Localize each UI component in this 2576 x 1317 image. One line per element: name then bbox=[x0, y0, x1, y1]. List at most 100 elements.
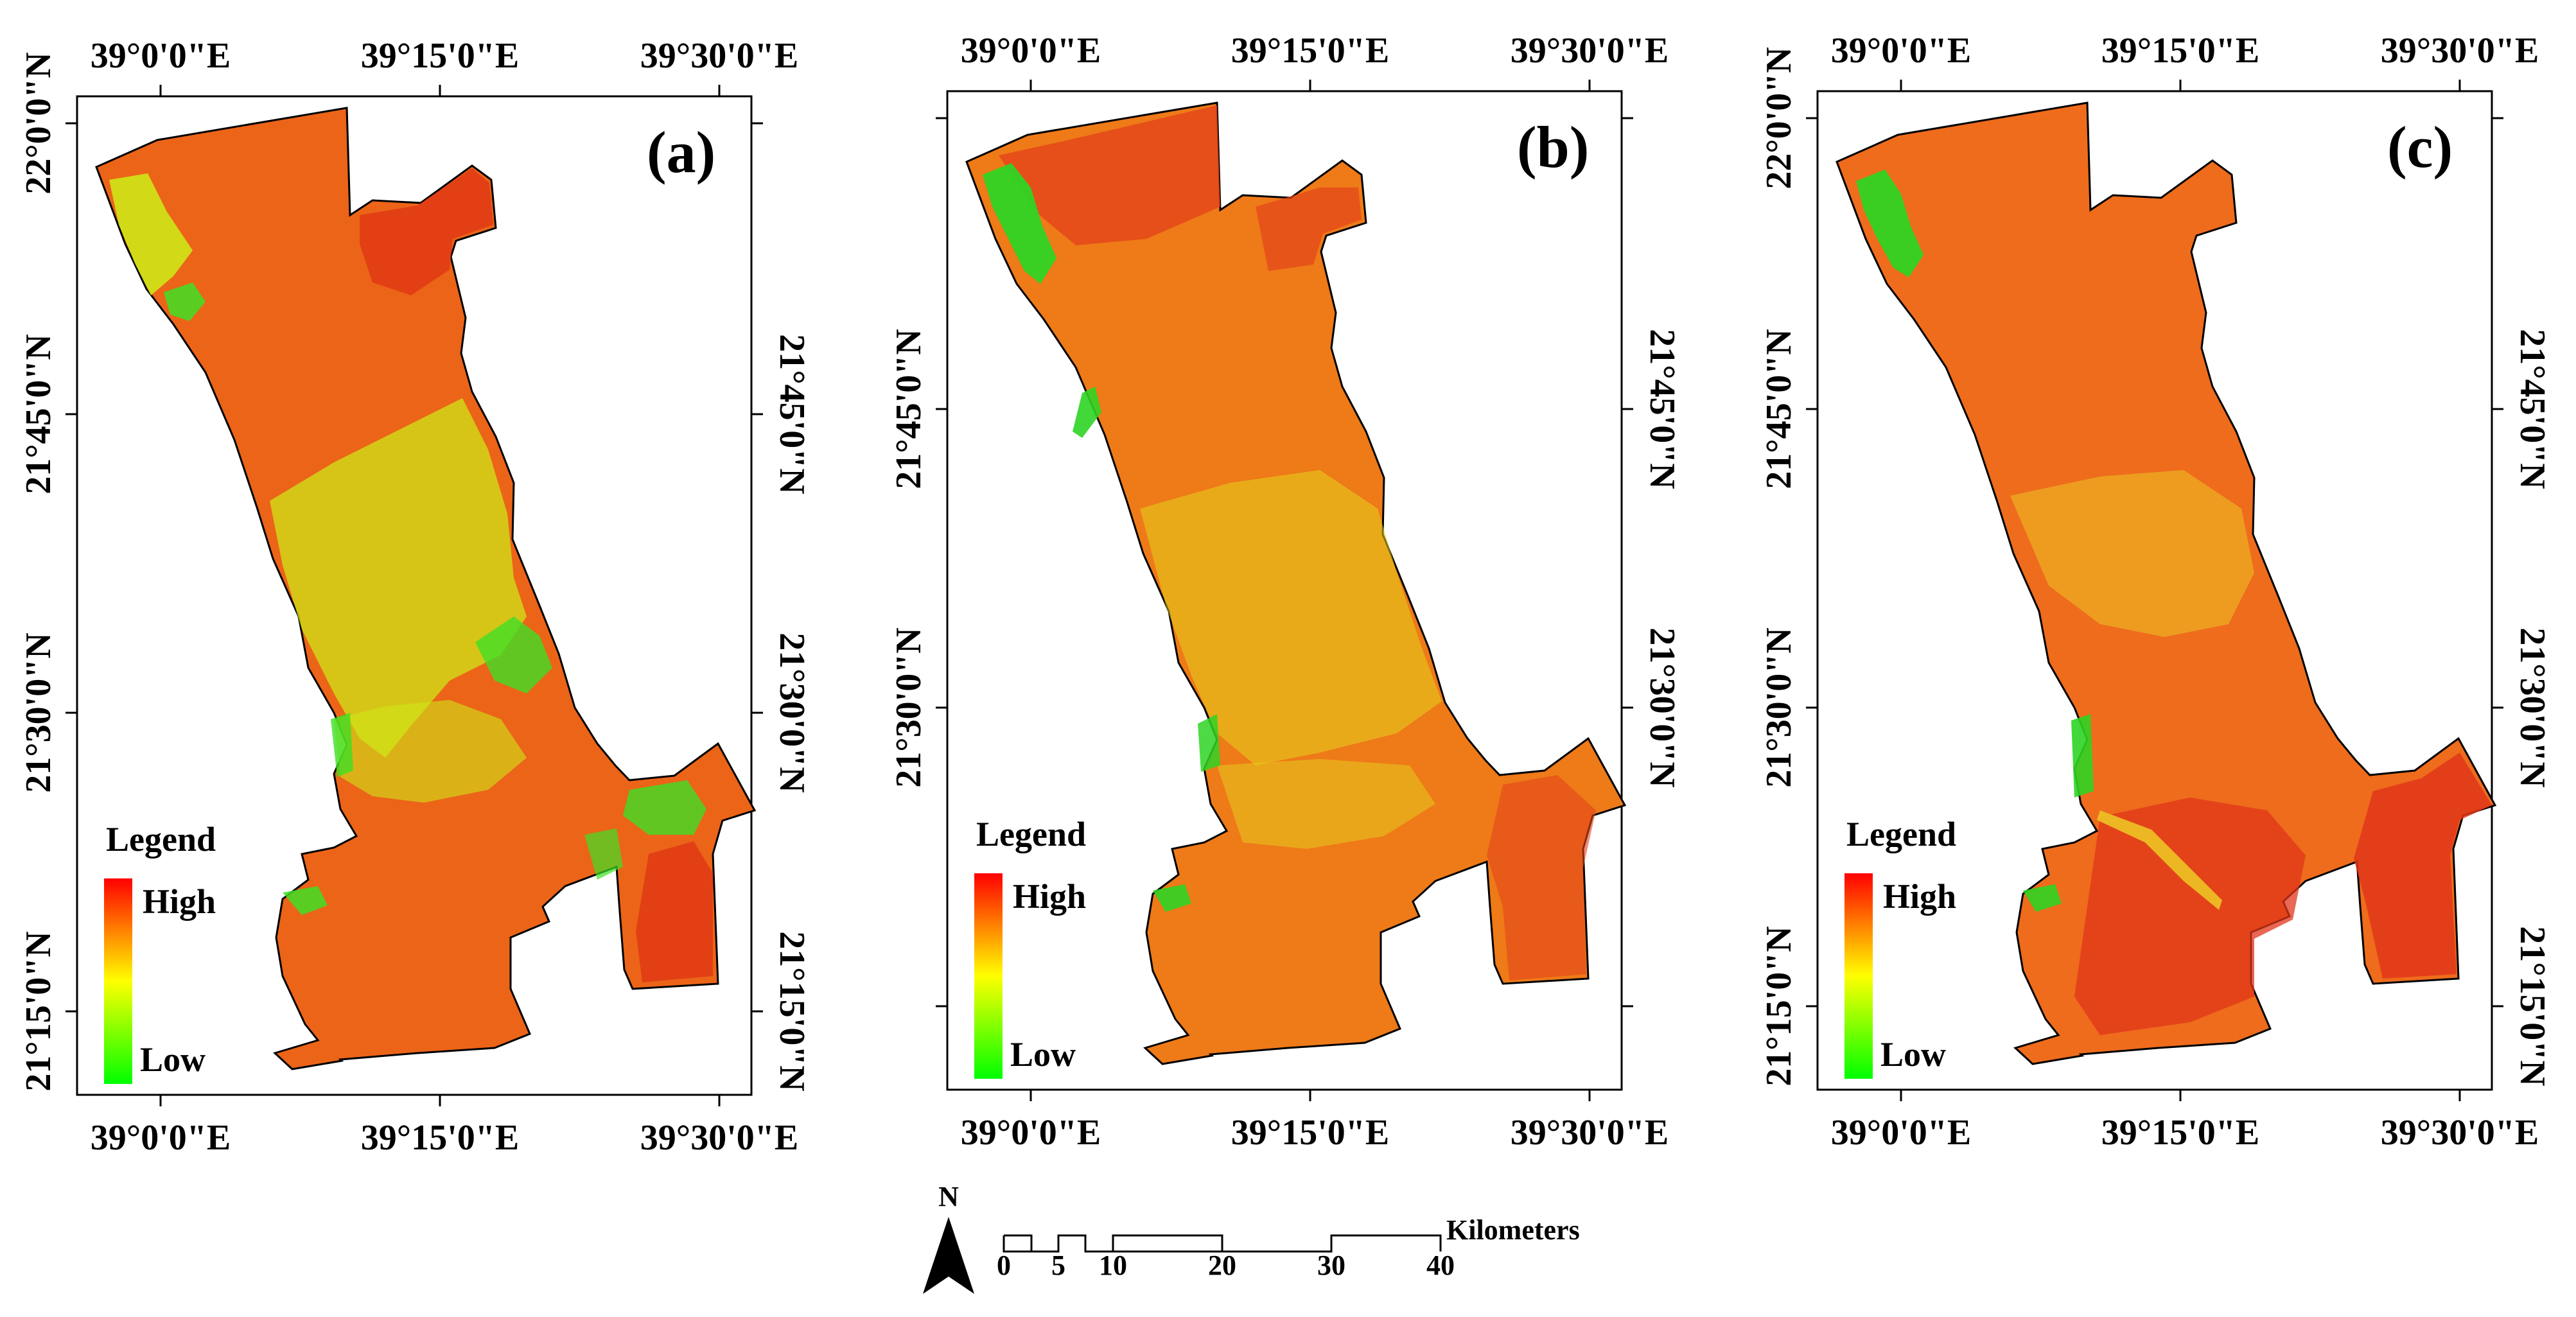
lon-tick-top: 39°0'0"E bbox=[1831, 31, 1971, 71]
legend: Legend High Low bbox=[974, 815, 1086, 1079]
vegetation-patch bbox=[1198, 714, 1220, 772]
legend-high-label: High bbox=[143, 882, 216, 921]
lat-tick-left: 21°45'0"N bbox=[889, 329, 929, 489]
axis-labels: 39°0'0"E 39°15'0"E 39°30'0"E 39°0'0"E 39… bbox=[889, 31, 1682, 1153]
lon-tick-bottom: 39°15'0"E bbox=[361, 1118, 519, 1158]
legend-low-label: Low bbox=[1880, 1035, 1946, 1074]
lon-tick-top: 39°15'0"E bbox=[1231, 31, 1389, 71]
lat-tick-left: 21°30'0"N bbox=[19, 632, 58, 792]
legend: Legend High Low bbox=[104, 820, 216, 1084]
vegetation-patch bbox=[334, 700, 527, 803]
hot-zone bbox=[636, 841, 713, 982]
lon-tick-bottom: 39°0'0"E bbox=[961, 1113, 1101, 1153]
map-panel-c: (c) Legend High Low 39°0'0"E 39°15'0"E 3… bbox=[1759, 31, 2552, 1153]
lon-tick-top: 39°30'0"E bbox=[2381, 31, 2539, 71]
lon-tick-bottom: 39°30'0"E bbox=[2381, 1113, 2539, 1153]
vegetation-patch bbox=[109, 173, 193, 295]
north-arrow-label: N bbox=[938, 1181, 959, 1212]
legend-title: Legend bbox=[1846, 815, 1956, 853]
scale-tick-label: 30 bbox=[1317, 1250, 1345, 1281]
lon-tick-bottom: 39°0'0"E bbox=[91, 1118, 231, 1158]
lat-tick-right: 21°45'0"N bbox=[772, 334, 812, 494]
panel-label: (a) bbox=[647, 119, 715, 185]
vegetation-patch bbox=[270, 398, 527, 758]
lat-tick-left: 21°15'0"N bbox=[19, 931, 58, 1091]
legend-high-label: High bbox=[1883, 877, 1956, 916]
lat-tick-left: 21°15'0"N bbox=[1759, 926, 1799, 1086]
water-body bbox=[983, 163, 1056, 284]
legend: Legend High Low bbox=[1844, 815, 1956, 1079]
scale-tick-label: 0 bbox=[997, 1250, 1011, 1281]
lon-tick-top: 39°15'0"E bbox=[361, 36, 519, 76]
lon-tick-top: 39°30'0"E bbox=[640, 36, 798, 76]
region-raster bbox=[965, 101, 1627, 1065]
hot-zone bbox=[1487, 775, 1596, 981]
region-raster bbox=[95, 107, 757, 1070]
vegetation-patch bbox=[2010, 470, 2254, 637]
lat-tick-right: 21°30'0"N bbox=[1642, 627, 1682, 787]
legend-low-label: Low bbox=[140, 1040, 206, 1079]
axis-labels: 39°0'0"E 39°15'0"E 39°30'0"E 39°0'0"E 39… bbox=[1759, 31, 2552, 1153]
lat-tick-right: 21°45'0"N bbox=[2512, 329, 2552, 489]
lat-tick-left: 21°30'0"N bbox=[1759, 627, 1799, 787]
map-panel-b: (b) Legend High Low 39°0'0"E 39°15'0"E 3… bbox=[889, 31, 1682, 1153]
hot-zone bbox=[1256, 188, 1362, 271]
map-frame bbox=[946, 90, 1623, 1091]
tick-marks bbox=[1806, 80, 2503, 1101]
legend-low-label: Low bbox=[1010, 1035, 1076, 1074]
raster-patches bbox=[109, 168, 713, 982]
lat-tick-right: 21°30'0"N bbox=[772, 632, 812, 792]
water-body bbox=[2023, 884, 2062, 912]
water-body bbox=[331, 713, 353, 777]
legend-title: Legend bbox=[106, 820, 216, 859]
raster-patches bbox=[1856, 170, 2492, 1035]
lat-tick-left: 22°0'0"N bbox=[1759, 47, 1799, 189]
vegetation-patch bbox=[623, 780, 706, 835]
wadi-channel bbox=[2097, 810, 2222, 910]
vegetation-patch bbox=[475, 616, 552, 693]
legend-color-ramp bbox=[974, 873, 1003, 1079]
legend-title: Legend bbox=[976, 815, 1086, 853]
scale-bar-segments bbox=[1003, 1234, 1442, 1253]
north-arrow-icon bbox=[923, 1217, 974, 1294]
lon-tick-top: 39°30'0"E bbox=[1511, 31, 1669, 71]
map-frame bbox=[1816, 90, 2493, 1091]
scale-tick-label: 5 bbox=[1051, 1250, 1065, 1281]
water-body bbox=[283, 886, 328, 915]
lon-tick-bottom: 39°15'0"E bbox=[2101, 1113, 2259, 1153]
lon-tick-bottom: 39°30'0"E bbox=[640, 1118, 798, 1158]
lon-tick-bottom: 39°15'0"E bbox=[1231, 1113, 1389, 1153]
hot-zone bbox=[360, 168, 493, 295]
lat-tick-left: 21°30'0"N bbox=[889, 627, 929, 787]
lon-tick-top: 39°0'0"E bbox=[961, 31, 1101, 71]
map-frame bbox=[76, 95, 753, 1096]
lon-tick-top: 39°15'0"E bbox=[2101, 31, 2259, 71]
lon-tick-bottom: 39°30'0"E bbox=[1511, 1113, 1669, 1153]
panel-label: (b) bbox=[1517, 114, 1589, 180]
hot-zone bbox=[999, 105, 1220, 245]
map-panel-a: (a) Legend High Low 39°0'0"E 39°15'0"E 3… bbox=[19, 36, 812, 1158]
legend-color-ramp bbox=[104, 878, 132, 1084]
water-body bbox=[1153, 884, 1191, 912]
scale-tick-label: 40 bbox=[1426, 1250, 1455, 1281]
lat-tick-left: 22°0'0"N bbox=[19, 52, 58, 194]
legend-high-label: High bbox=[1013, 877, 1086, 916]
region-raster bbox=[1836, 101, 2497, 1065]
lon-tick-top: 39°0'0"E bbox=[91, 36, 231, 76]
raster-patches bbox=[983, 105, 1596, 981]
water-body bbox=[1856, 170, 1923, 277]
water-body bbox=[164, 283, 206, 321]
agricultural-field bbox=[1217, 759, 1435, 849]
axis-labels: 39°0'0"E 39°15'0"E 39°30'0"E 39°0'0"E 39… bbox=[19, 36, 812, 1158]
scale-tick-label: 20 bbox=[1208, 1250, 1236, 1281]
lon-tick-bottom: 39°0'0"E bbox=[1831, 1113, 1971, 1153]
lat-tick-right: 21°15'0"N bbox=[2512, 926, 2552, 1086]
legend-color-ramp bbox=[1844, 873, 1873, 1079]
lat-tick-right: 21°30'0"N bbox=[2512, 627, 2552, 787]
scale-tick-label: 10 bbox=[1099, 1250, 1127, 1281]
lat-tick-right: 21°45'0"N bbox=[1642, 329, 1682, 489]
lat-tick-right: 21°15'0"N bbox=[772, 931, 812, 1091]
tick-marks bbox=[66, 85, 763, 1106]
hot-zone bbox=[2074, 798, 2306, 1035]
